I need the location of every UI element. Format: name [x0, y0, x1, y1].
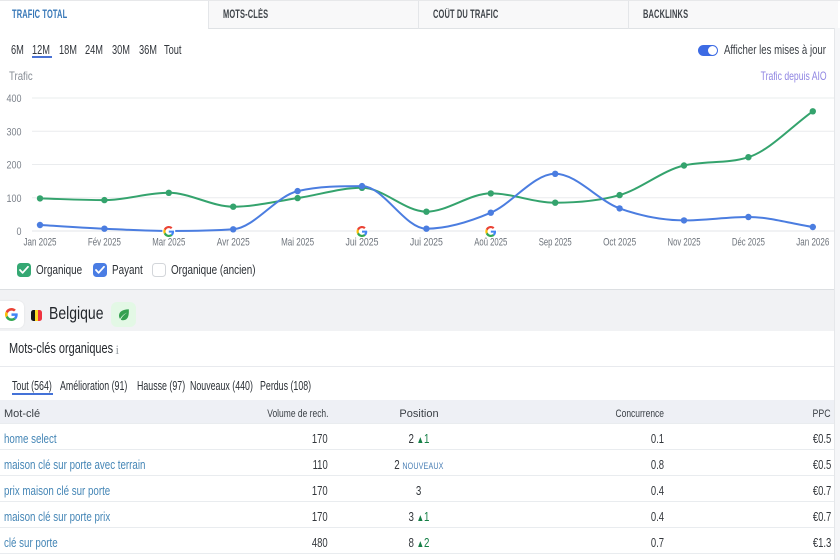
svg-text:Nov 2025: Nov 2025	[668, 237, 701, 249]
svg-text:Mar 2025: Mar 2025	[152, 237, 185, 249]
svg-text:Déc 2025: Déc 2025	[732, 237, 765, 249]
svg-text:Avr 2025: Avr 2025	[217, 237, 250, 249]
svg-text:0: 0	[17, 226, 22, 238]
svg-text:400: 400	[7, 93, 22, 105]
svg-text:Jan 2025: Jan 2025	[24, 237, 57, 249]
svg-text:Sep 2025: Sep 2025	[539, 237, 572, 249]
svg-text:Oct 2025: Oct 2025	[603, 237, 636, 249]
svg-text:200: 200	[7, 160, 22, 172]
svg-text:Jui 2025: Jui 2025	[410, 237, 443, 249]
svg-text:Jui 2025: Jui 2025	[346, 237, 379, 249]
svg-text:Aoû 2025: Aoû 2025	[474, 237, 507, 249]
svg-text:100: 100	[7, 193, 22, 205]
svg-text:Jan 2026: Jan 2026	[796, 237, 829, 249]
svg-text:Fév 2025: Fév 2025	[88, 237, 121, 249]
svg-text:Mai 2025: Mai 2025	[281, 237, 314, 249]
svg-text:300: 300	[7, 126, 22, 138]
